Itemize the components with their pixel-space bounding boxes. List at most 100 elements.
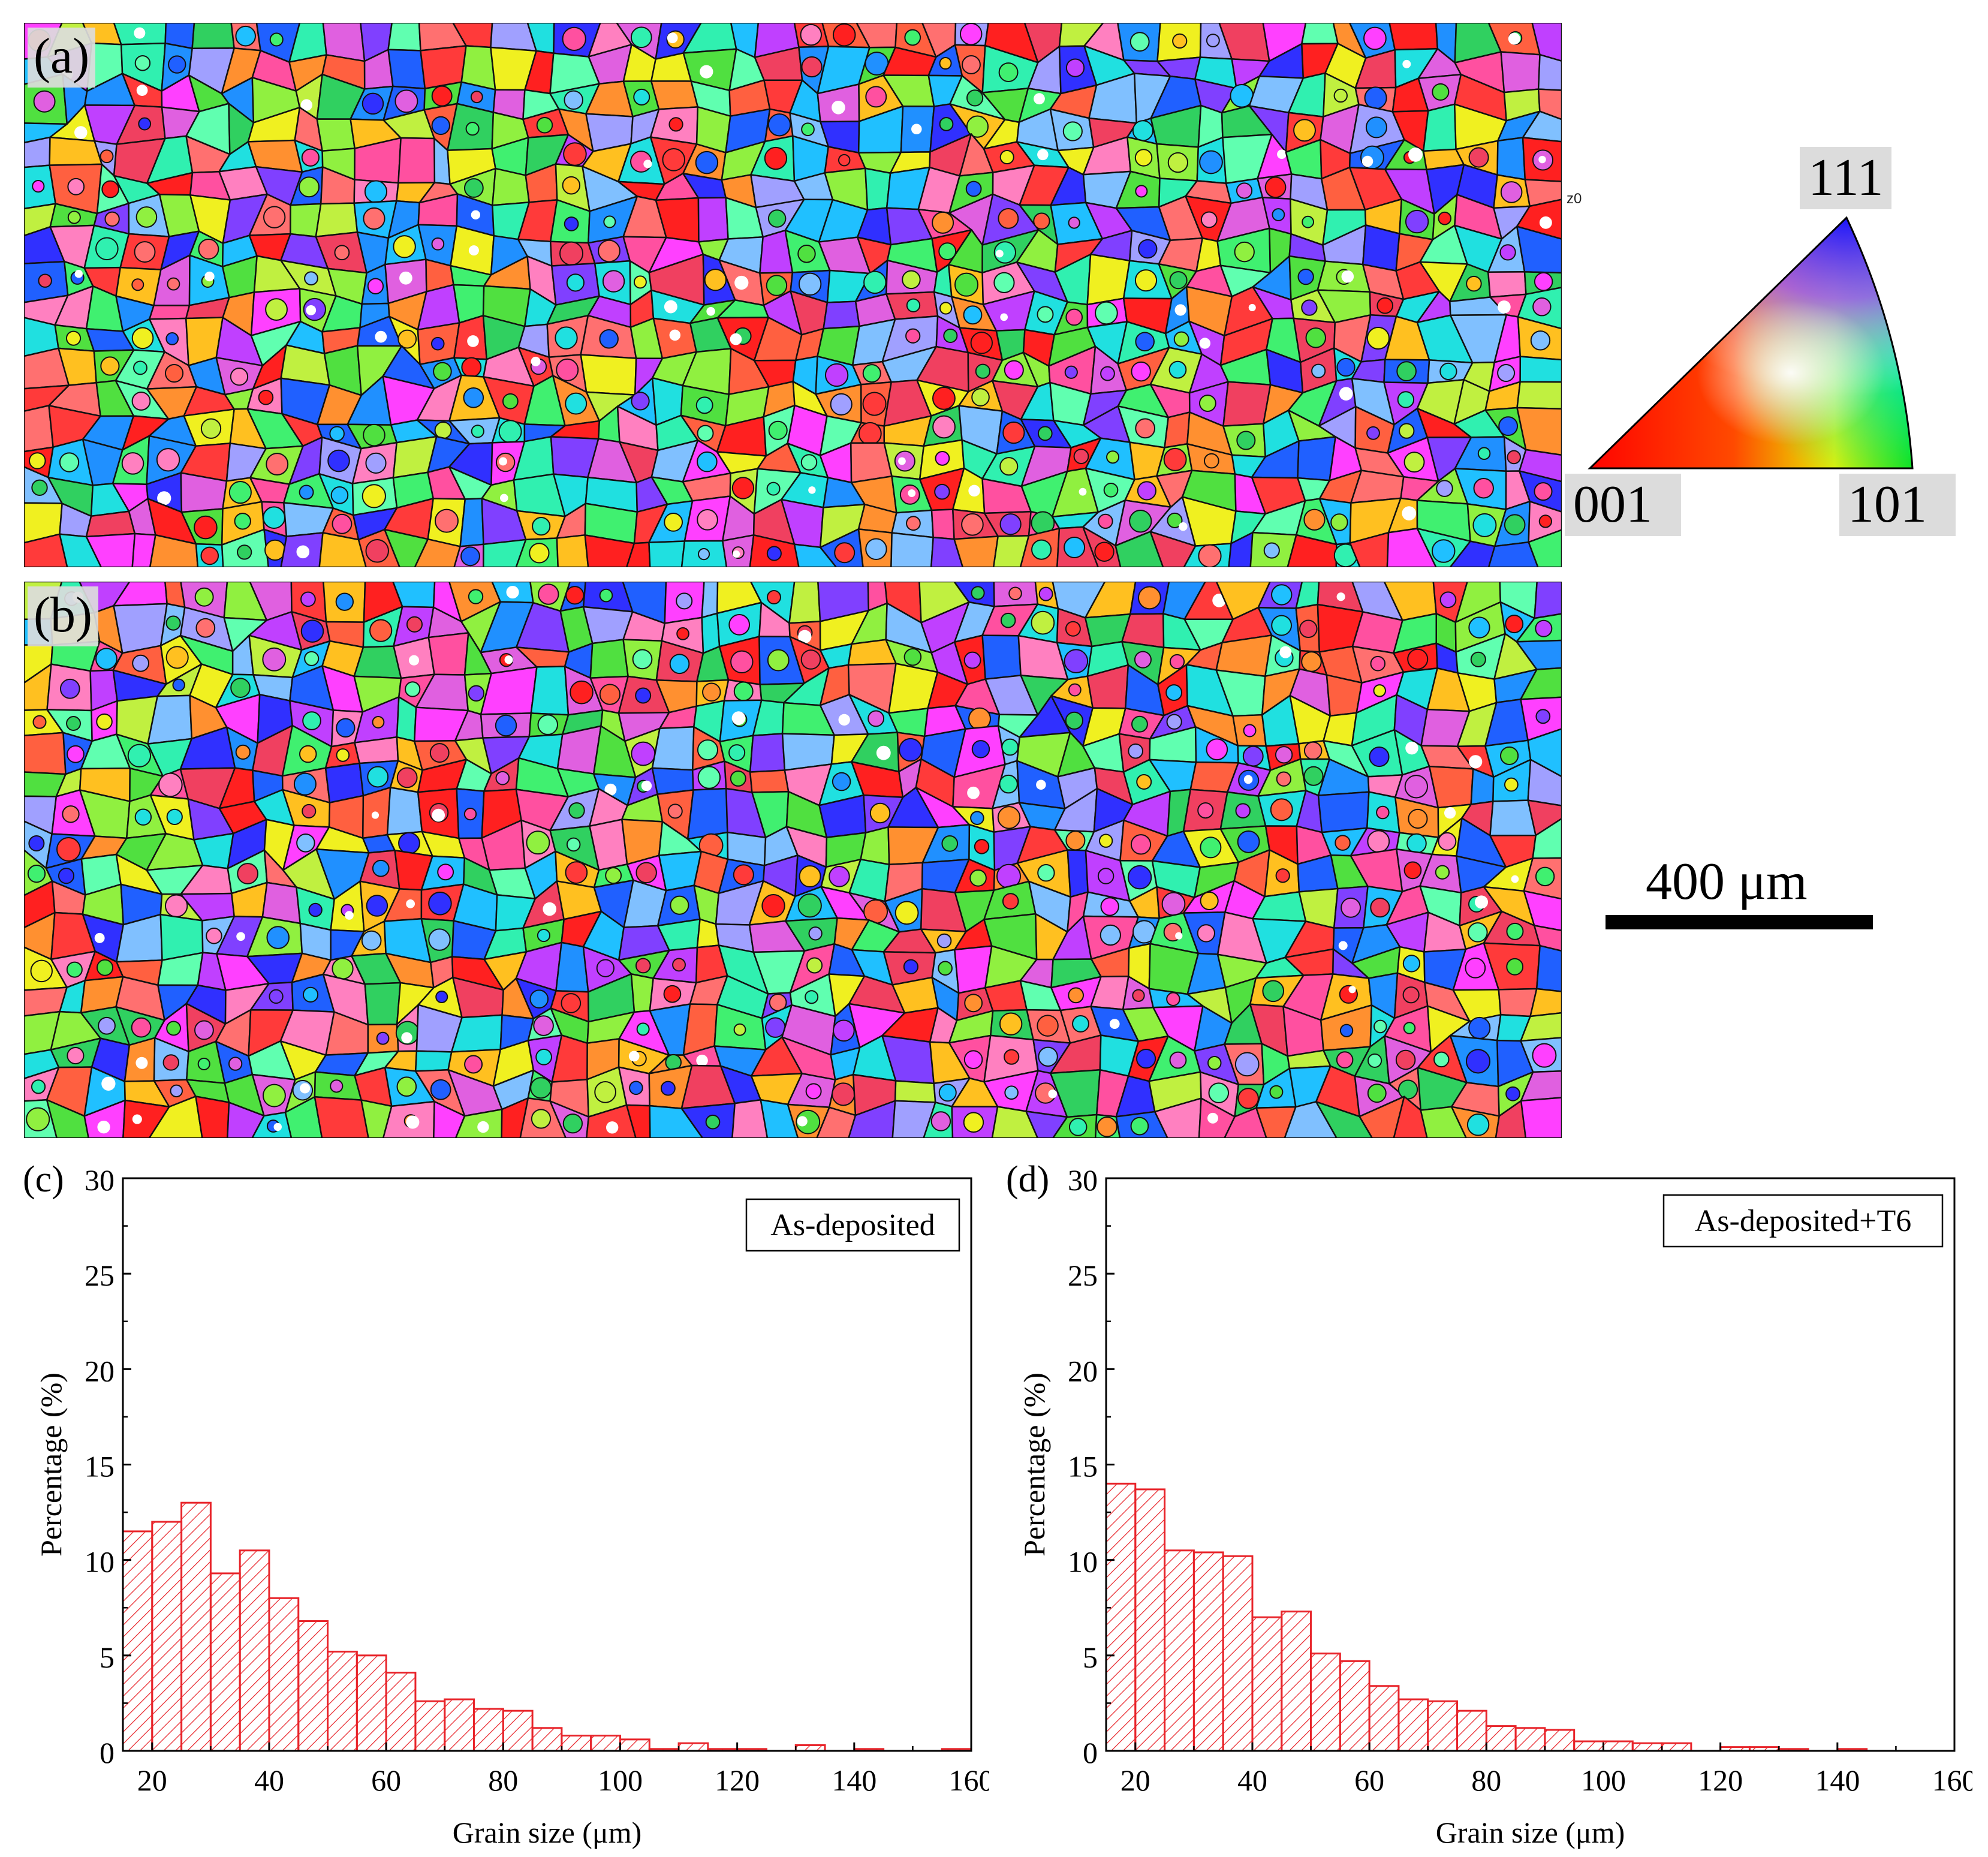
- grain: [495, 771, 510, 785]
- grain: [1100, 924, 1121, 946]
- grain: [372, 715, 385, 729]
- grain: [1206, 34, 1220, 47]
- grain: [1403, 452, 1425, 473]
- grain: [1364, 86, 1387, 110]
- y-axis-label: Percentage (%): [1017, 1373, 1051, 1557]
- grain: [838, 154, 851, 167]
- x-tick-label: 60: [371, 1763, 401, 1797]
- grain: [1064, 649, 1089, 673]
- grain: [1397, 1079, 1418, 1100]
- grain: [1100, 366, 1115, 381]
- grain: [858, 422, 882, 446]
- unindexed-spot: [135, 1057, 148, 1069]
- grain: [1172, 33, 1188, 49]
- grain: [1234, 1052, 1260, 1077]
- grain: [1131, 715, 1148, 733]
- grain: [663, 985, 682, 1003]
- grain: [100, 149, 114, 164]
- histogram-bar: [1631, 1742, 1663, 1752]
- grain: [31, 479, 48, 496]
- grain: [206, 928, 222, 944]
- grain: [1008, 586, 1022, 601]
- grain: [336, 718, 356, 738]
- grain: [728, 744, 746, 762]
- grain: [535, 1048, 552, 1066]
- grain: [67, 1046, 85, 1065]
- unindexed-spot: [506, 586, 519, 599]
- grain: [992, 535, 1030, 567]
- grain: [1366, 426, 1380, 440]
- grain: [999, 457, 1019, 476]
- grain: [749, 769, 790, 793]
- grain: [59, 533, 103, 567]
- grain: [695, 151, 719, 174]
- grain: [1197, 924, 1215, 943]
- grain: [1397, 391, 1415, 408]
- grain: [376, 1031, 390, 1045]
- grain: [798, 272, 822, 296]
- grain: [1365, 116, 1387, 139]
- grain: [1301, 651, 1322, 672]
- histogram-bar: [561, 1735, 592, 1752]
- grain: [1276, 771, 1292, 787]
- grain: [263, 206, 286, 228]
- grain: [29, 452, 46, 469]
- grain: [823, 300, 860, 330]
- grain: [158, 772, 183, 797]
- unindexed-spot: [1034, 93, 1045, 105]
- grain: [502, 393, 519, 410]
- grain: [1130, 1116, 1149, 1136]
- grain: [999, 1012, 1023, 1036]
- grain: [1367, 1053, 1382, 1068]
- unindexed-spot: [995, 249, 1004, 258]
- grain: [1275, 868, 1290, 883]
- unindexed-spot: [204, 271, 215, 282]
- histogram-bar: [1368, 1685, 1400, 1752]
- grain: [631, 392, 650, 411]
- grain: [127, 744, 152, 768]
- histogram-bar: [1485, 1725, 1517, 1752]
- y-axis-label: Percentage (%): [34, 1373, 68, 1557]
- grain: [932, 211, 954, 234]
- grain: [970, 811, 984, 825]
- grain: [1167, 512, 1183, 528]
- grain: [1537, 53, 1562, 91]
- grain: [96, 959, 114, 976]
- histogram-as-deposited: 0 5 10 15 20 25 30 20 40 60 80 100 120 140 160 Grain si…: [0, 1142, 989, 1857]
- x-tick-label: 60: [1354, 1763, 1384, 1797]
- grain: [1173, 331, 1189, 347]
- grain: [1432, 83, 1450, 101]
- grain: [1423, 103, 1457, 152]
- grain: [1135, 418, 1156, 439]
- x-axis-label: Grain size (μm): [1436, 1816, 1625, 1849]
- grain: [318, 532, 367, 567]
- ebsd-map-as-deposited: [24, 23, 1562, 567]
- grain: [83, 1099, 126, 1138]
- grain: [862, 364, 881, 383]
- grain: [363, 423, 385, 447]
- grain: [999, 774, 1018, 794]
- grain: [165, 646, 189, 669]
- grain: [1137, 481, 1156, 501]
- grain: [24, 136, 51, 168]
- grain: [483, 538, 527, 567]
- unindexed-spot: [300, 99, 312, 111]
- unindexed-spot: [1179, 522, 1188, 531]
- grain: [66, 716, 81, 732]
- grain: [970, 332, 993, 354]
- grain: [131, 327, 154, 350]
- grain: [537, 928, 551, 943]
- grain: [1529, 988, 1562, 1018]
- grain: [1535, 866, 1555, 887]
- grain: [314, 1096, 369, 1138]
- histogram-bar: [1661, 1742, 1692, 1752]
- grain: [330, 486, 349, 504]
- grain: [194, 1020, 214, 1040]
- grain: [495, 714, 517, 737]
- grain: [1527, 759, 1562, 806]
- y-tick-label: 25: [85, 1259, 115, 1292]
- grain: [32, 715, 47, 729]
- grain: [667, 803, 683, 819]
- grain: [599, 684, 621, 705]
- unindexed-spot: [1348, 986, 1356, 994]
